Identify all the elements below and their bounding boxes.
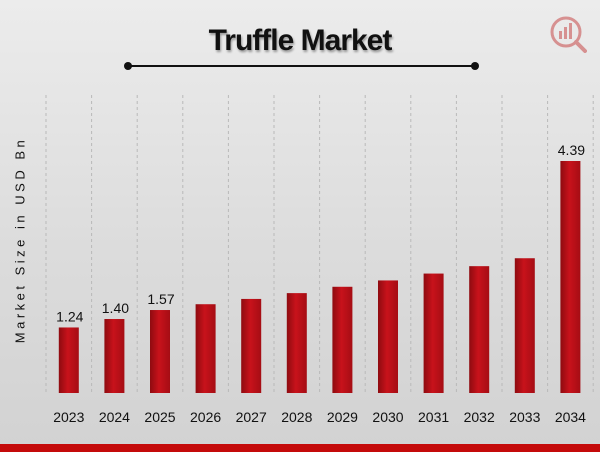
bar-2025 <box>150 310 170 393</box>
x-tick-label: 2033 <box>509 409 540 425</box>
title-underline-right-dot <box>471 62 479 70</box>
bar-2023 <box>58 327 79 393</box>
data-label: 4.39 <box>558 142 585 158</box>
x-tick-label: 2030 <box>372 409 403 425</box>
x-tick-label: 2034 <box>555 409 586 425</box>
x-tick-label: 2025 <box>144 409 175 425</box>
x-tick-label: 2032 <box>464 409 495 425</box>
data-label: 1.40 <box>102 300 129 316</box>
data-label: 1.24 <box>56 308 83 324</box>
market-research-logo-icon <box>550 16 587 53</box>
bar-2029 <box>332 286 353 393</box>
bottom-accent-strip <box>0 444 600 452</box>
x-tick-label: 2023 <box>53 409 84 425</box>
bar-2027 <box>241 298 262 393</box>
bar-2024 <box>104 319 125 393</box>
x-tick-label: 2029 <box>327 409 358 425</box>
x-tick-label: 2024 <box>99 409 130 425</box>
title-underline <box>128 65 476 67</box>
x-tick-label: 2031 <box>418 409 449 425</box>
bar-2031 <box>423 273 444 393</box>
title-underline-left-dot <box>124 62 132 70</box>
x-tick-label: 2028 <box>281 409 312 425</box>
bar-2026 <box>195 304 216 393</box>
x-tick-label: 2026 <box>190 409 221 425</box>
bar-2028 <box>286 293 307 393</box>
data-label: 1.57 <box>147 291 174 307</box>
bar-2030 <box>378 280 398 393</box>
chart-title: Truffle Market <box>208 24 393 57</box>
bar-2034 <box>560 161 581 393</box>
bar-2033 <box>514 258 535 393</box>
x-tick-label: 2027 <box>236 409 267 425</box>
bar-2032 <box>469 266 490 393</box>
